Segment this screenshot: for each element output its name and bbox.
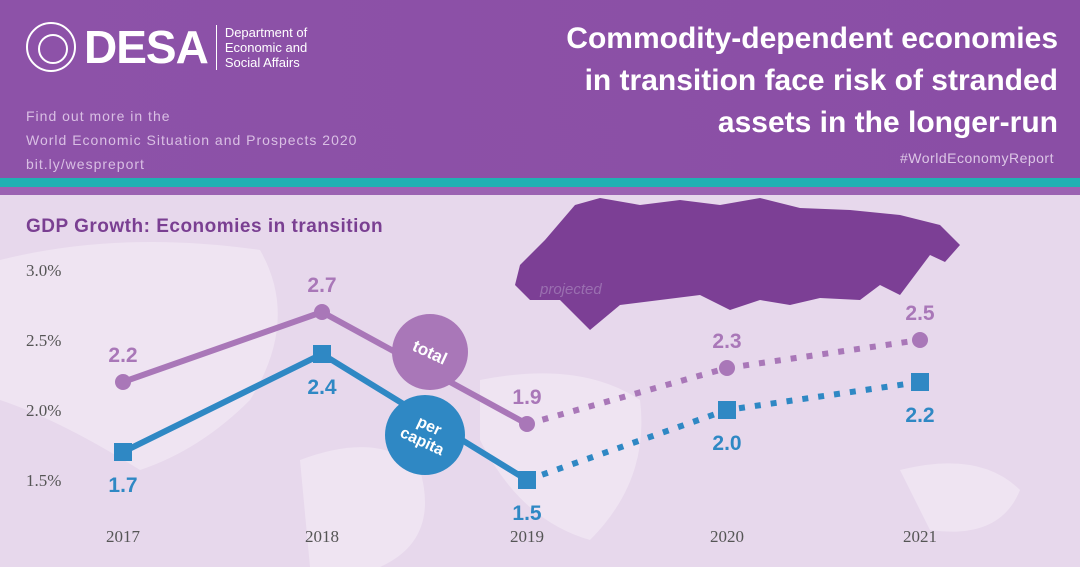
- find-more-text: Find out more in the World Economic Situ…: [26, 104, 357, 176]
- report-name: World Economic Situation and Prospects 2…: [26, 132, 358, 148]
- data-point-total: [912, 332, 928, 348]
- org-line: Social Affairs: [224, 54, 300, 70]
- x-tick-label: 2019: [510, 527, 544, 546]
- y-tick-label: 1.5%: [26, 471, 61, 490]
- series-projection-total: [526, 337, 921, 427]
- find-line: Find out more in the: [26, 108, 171, 124]
- data-point-per-capita: [911, 373, 929, 391]
- x-tick-label: 2017: [106, 527, 141, 546]
- accent-stripe: [0, 178, 1080, 187]
- data-label: 2.0: [712, 432, 741, 455]
- data-label: 1.5: [512, 502, 542, 525]
- desa-logo: DESA Department of Economic and Social A…: [26, 20, 307, 74]
- world-map-background: [0, 242, 1020, 567]
- org-short: DESA: [84, 21, 209, 73]
- data-label: 2.4: [307, 376, 337, 399]
- headline-line: Commodity-dependent economies: [566, 22, 1058, 55]
- org-line: Economic and: [224, 39, 308, 55]
- data-label: 2.5: [905, 302, 935, 325]
- russia-highlight: [515, 198, 960, 330]
- hashtag: #WorldEconomyReport: [900, 150, 1054, 166]
- data-label: 1.9: [512, 386, 541, 409]
- legend-pill-total: [392, 314, 468, 390]
- data-point-per-capita: [313, 345, 331, 363]
- data-label: 2.7: [307, 274, 336, 297]
- y-tick-label: 3.0%: [26, 261, 61, 280]
- data-point-per-capita: [518, 471, 536, 489]
- data-point-total: [519, 416, 535, 432]
- x-tick-label: 2018: [305, 527, 339, 546]
- header-banner: [0, 0, 1080, 178]
- headline-line: in transition face risk of stranded: [584, 64, 1058, 97]
- legend-pill-per-capita: [385, 395, 465, 475]
- data-point-total: [719, 360, 735, 376]
- data-label: 2.3: [712, 330, 741, 353]
- data-point-total: [115, 374, 131, 390]
- data-label: 2.2: [905, 404, 934, 427]
- data-label: 1.7: [108, 474, 137, 497]
- x-tick-label: 2021: [903, 527, 937, 546]
- data-point-total: [314, 304, 330, 320]
- y-tick-label: 2.5%: [26, 331, 61, 350]
- headline-line: assets in the longer-run: [717, 106, 1058, 139]
- un-emblem-icon: [26, 22, 76, 72]
- report-link[interactable]: bit.ly/wespreport: [26, 156, 145, 172]
- headline: Commodity-dependent economies in transit…: [566, 18, 1058, 144]
- divider: [0, 187, 1080, 195]
- data-point-per-capita: [718, 401, 736, 419]
- projected-annotation: projected: [539, 281, 602, 298]
- chart-title: GDP Growth: Economies in transition: [26, 216, 384, 237]
- data-label: 2.2: [108, 344, 137, 367]
- y-tick-label: 2.0%: [26, 401, 61, 420]
- x-tick-label: 2020: [710, 527, 744, 546]
- data-point-per-capita: [114, 443, 132, 461]
- org-full: Department of Economic and Social Affair…: [215, 24, 308, 70]
- org-line: Department of: [224, 24, 308, 40]
